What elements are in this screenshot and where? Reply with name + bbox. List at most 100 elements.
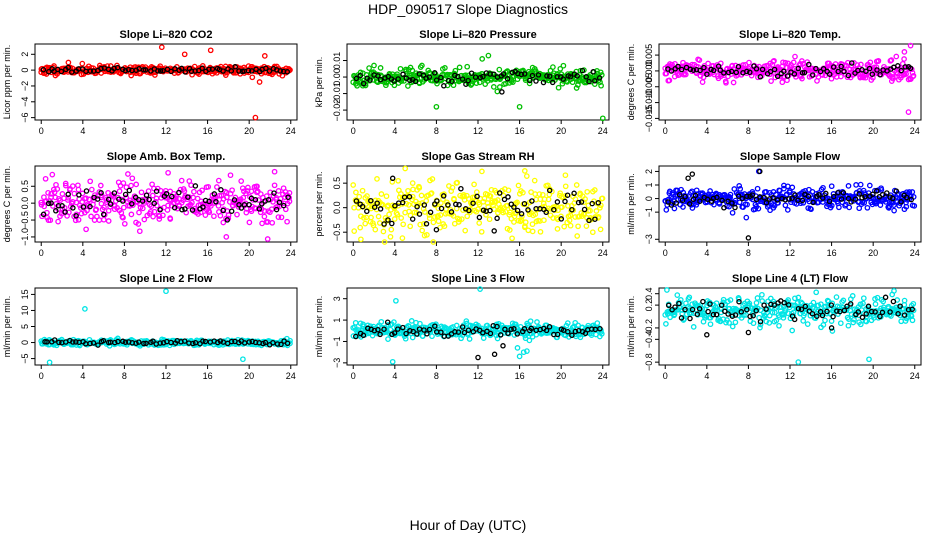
x-tick-label: 4 (392, 248, 397, 258)
data-point (387, 233, 394, 240)
data-point-hourly (838, 63, 844, 70)
data-point (889, 74, 896, 80)
x-tick-label: 20 (868, 371, 878, 381)
data-point-hourly (590, 69, 596, 75)
data-point-hourly (869, 71, 876, 77)
data-point-hourly (105, 196, 112, 203)
data-point (766, 320, 773, 326)
data-point (562, 172, 569, 179)
y-tick-label: 0.00 (332, 68, 342, 86)
data-point (599, 195, 606, 202)
data-point (560, 62, 567, 69)
data-point (765, 298, 771, 305)
x-tick-label: 8 (122, 126, 127, 136)
data-point-hourly (767, 68, 774, 75)
data-point-hourly (579, 67, 586, 74)
data-point-hourly (893, 188, 900, 194)
data-point-hourly (866, 65, 873, 72)
data-point (227, 172, 234, 179)
data-point (375, 213, 382, 220)
data-point (559, 204, 565, 210)
data-point (456, 216, 463, 223)
panel-title: Slope Line 2 Flow (120, 273, 213, 285)
data-point-hourly (231, 197, 238, 203)
data-point (206, 209, 213, 216)
data-point (205, 183, 212, 190)
data-point-hourly (410, 328, 416, 335)
data-point-hourly (718, 302, 725, 308)
data-point (207, 47, 214, 54)
data-point-hourly (94, 196, 101, 202)
data-point (837, 320, 844, 327)
data-point (83, 226, 89, 233)
data-point-hourly (190, 340, 196, 347)
x-tick-label: 24 (910, 126, 920, 136)
data-point (135, 221, 142, 227)
data-point-hourly (500, 343, 506, 349)
data-point (521, 168, 528, 174)
data-point-hourly (806, 308, 813, 314)
data-point (705, 60, 711, 67)
data-point-hourly (763, 306, 769, 312)
data-point (50, 186, 57, 193)
data-point-hourly (157, 207, 163, 213)
data-point-hourly (690, 67, 697, 73)
panel-3: Slope Li–820 Temp. 0 4 8 12 16 20 24 −0.015−0.01… (626, 29, 922, 136)
data-point (496, 66, 503, 73)
data-series-hourly (40, 183, 291, 223)
data-point (261, 208, 268, 214)
data-point-hourly (403, 330, 409, 337)
data-point (216, 192, 223, 199)
data-point (120, 214, 126, 221)
data-point (409, 180, 416, 186)
data-point-hourly (496, 190, 503, 196)
data-point (62, 180, 69, 187)
data-point (828, 183, 835, 190)
data-point-hourly (181, 338, 188, 344)
data-point (248, 188, 255, 195)
data-point (374, 176, 380, 182)
data-point-hourly (59, 203, 65, 209)
data-point (775, 199, 781, 206)
data-point (479, 168, 485, 175)
data-point (380, 228, 387, 235)
data-point-hourly (280, 202, 287, 209)
y-tick-label: −6 (20, 112, 30, 122)
data-point (518, 217, 525, 223)
data-series-hourly (353, 319, 603, 361)
data-point (822, 317, 828, 324)
data-point (866, 356, 872, 363)
data-point-hourly (140, 67, 147, 73)
data-point (754, 185, 761, 192)
data-point-hourly (543, 327, 550, 334)
data-point-hourly (830, 64, 837, 70)
data-point (275, 214, 282, 220)
x-tick-label: 8 (746, 371, 751, 381)
data-point-hourly (228, 68, 235, 74)
data-point-hourly (266, 68, 273, 74)
data-point-hourly (546, 324, 553, 330)
data-point (208, 203, 214, 209)
data-point-hourly (508, 326, 514, 333)
data-point (160, 212, 166, 219)
data-point (594, 320, 601, 326)
data-point-hourly (421, 202, 428, 208)
y-axis-label: ml/min per min. (626, 296, 636, 358)
data-point-hourly (278, 341, 284, 348)
data-point-hourly (169, 193, 175, 200)
data-point-hourly (87, 203, 93, 210)
x-axis-label: Hour of Day (UTC) (410, 517, 527, 533)
data-point (220, 219, 227, 226)
data-point-hourly (391, 78, 397, 84)
data-point (379, 201, 386, 208)
data-point-hourly (682, 306, 688, 313)
data-point (773, 317, 780, 324)
data-point-hourly (122, 339, 129, 345)
data-point (371, 62, 377, 69)
data-point (681, 315, 688, 322)
data-point (54, 186, 61, 192)
data-point-hourly (792, 192, 798, 198)
data-point-hourly (701, 64, 707, 71)
data-point (599, 115, 606, 122)
data-point (462, 227, 469, 234)
